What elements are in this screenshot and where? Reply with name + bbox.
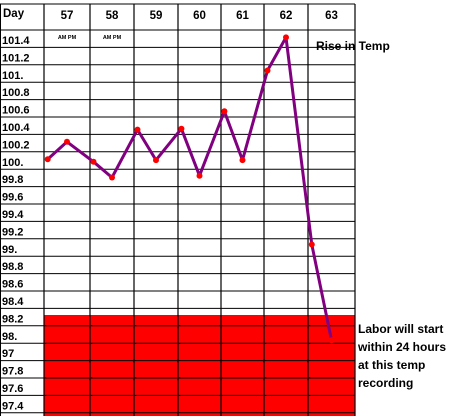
day-headers: Day 57 58 59 60 61 62 63 AM PM AM PM (3, 8, 338, 41)
day-label: 60 (193, 10, 206, 22)
y-tick-label: 97.6 (2, 383, 23, 395)
red-zone (44, 315, 355, 416)
y-tick-label: 98.8 (2, 261, 23, 273)
y-tick-label: 97.4 (2, 400, 24, 412)
y-tick-label: 101.4 (2, 35, 30, 47)
am-pm-label: AM PM (103, 35, 122, 41)
y-tick-label: 100. (2, 157, 23, 169)
data-point (328, 337, 335, 344)
day-label: 59 (150, 10, 163, 22)
labor-annotation-line: within 24 hours (357, 340, 446, 354)
y-tick-label: 100.4 (2, 122, 30, 134)
y-tick-label: 99.8 (2, 174, 23, 186)
y-tick-label: 101.2 (2, 52, 30, 64)
day-label: 58 (106, 10, 119, 22)
y-tick-label: 98.4 (2, 296, 24, 308)
y-tick-label: 100.8 (2, 87, 30, 99)
am-pm-label: AM PM (58, 35, 77, 41)
labor-annotation-line: at this temp (358, 358, 425, 372)
data-point (308, 241, 315, 248)
day-label: 61 (236, 10, 249, 22)
y-tick-label: 99.2 (2, 226, 23, 238)
labor-annotation-line: Labor will start (358, 322, 443, 336)
data-point (178, 125, 185, 132)
y-tick-labels: 101.4 101.2 101. 100.8 100.6 100.4 100.2 100. 99… (2, 35, 30, 412)
annotations: Rise in Temp Labor will start within 24 ho… (316, 39, 446, 390)
data-point (44, 156, 51, 163)
y-tick-label: 101. (2, 70, 23, 82)
data-point (109, 174, 115, 181)
y-tick-label: 97.8 (2, 366, 23, 378)
y-tick-label: 100.6 (2, 105, 30, 117)
y-tick-label: 98.6 (2, 279, 23, 291)
y-tick-label: 99.4 (2, 209, 24, 221)
rise-annotation: Rise in Temp (316, 39, 390, 53)
y-tick-label: 99. (2, 244, 17, 256)
red-zone-fill (44, 315, 355, 416)
data-point (239, 157, 246, 164)
labor-annotation-line: recording (358, 376, 413, 390)
data-point (64, 138, 70, 145)
y-tick-label: 100.2 (2, 139, 30, 151)
x-header-label: Day (3, 8, 25, 20)
y-tick-label: 98.2 (2, 313, 23, 325)
data-point (283, 34, 289, 41)
data-point (221, 108, 228, 115)
temperature-line (46, 35, 333, 342)
day-label: 57 (61, 10, 74, 22)
y-tick-label: 97 (2, 348, 14, 360)
day-label: 62 (280, 10, 293, 22)
data-point (196, 172, 203, 179)
temperature-points (44, 34, 335, 344)
data-point (134, 126, 141, 133)
y-tick-label: 99.6 (2, 192, 23, 204)
y-tick-label: 98. (2, 331, 17, 343)
data-point (264, 67, 271, 74)
data-point (153, 157, 159, 164)
data-point (90, 158, 97, 165)
day-label: 63 (325, 10, 338, 22)
series-line (46, 35, 333, 342)
chart-grid (0, 3, 356, 416)
